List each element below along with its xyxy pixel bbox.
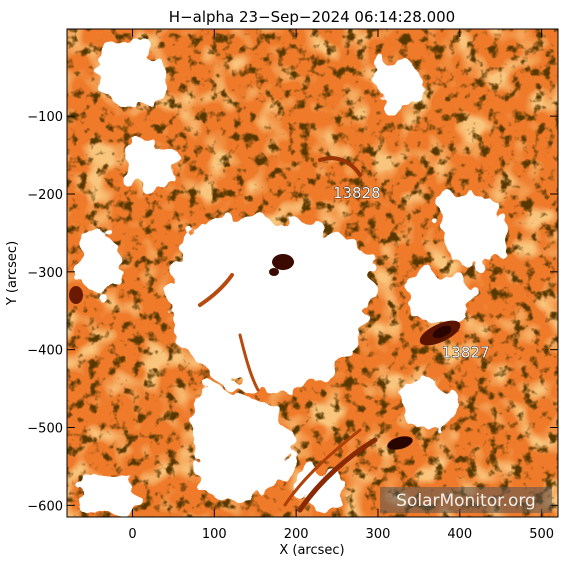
x-tick-label: 0 <box>128 527 136 542</box>
y-tick-label: −300 <box>27 266 63 281</box>
filament-5 <box>318 156 362 177</box>
x-tick-label: 500 <box>529 527 554 542</box>
y-tick-label: −400 <box>27 344 63 359</box>
lower-right-plage <box>404 379 456 428</box>
figure-title: H−alpha 23−Sep−2024 06:14:28.000 <box>169 8 455 26</box>
sunspot-13828-b <box>269 268 279 276</box>
y-tick-label: −600 <box>27 499 63 514</box>
right-band-plage <box>375 59 426 110</box>
sunspots <box>69 254 461 450</box>
y-tick-label: −200 <box>27 188 63 203</box>
filament-1 <box>297 437 378 513</box>
y-axis: −100 −200 −300 −400 −500 −600 <box>27 110 558 514</box>
region-labels: 13828 13827 <box>333 183 490 361</box>
x-axis-label: X (arcsec) <box>279 543 344 558</box>
filaments <box>198 156 378 513</box>
sunspot-13827-core <box>432 325 452 339</box>
upper-plage <box>98 40 166 109</box>
sunspot-left <box>69 286 83 304</box>
y-tick-label: −500 <box>27 421 63 436</box>
right-lower-plage <box>407 269 472 326</box>
watermark-background <box>380 487 552 513</box>
filament-3 <box>198 273 234 307</box>
image-area <box>67 29 558 517</box>
x-tick-label: 400 <box>447 527 472 542</box>
x-tick-label: 200 <box>284 527 309 542</box>
filament-2 <box>283 428 362 507</box>
active-region-label: 13827 <box>442 343 490 361</box>
sunspot-lower <box>387 436 413 450</box>
y-tick-label: −100 <box>27 110 63 125</box>
x-tick-label: 300 <box>366 527 391 542</box>
x-axis: 0 100 200 300 400 500 <box>128 29 554 542</box>
y-axis-label: Y (arcsec) <box>5 241 20 306</box>
plot-frame <box>66 28 559 518</box>
active-region-label: 13828 <box>333 184 381 202</box>
lower-plage <box>192 380 294 502</box>
watermark: SolarMonitor.org <box>396 491 536 511</box>
plage-regions <box>77 40 506 515</box>
sunspot-13828 <box>272 254 294 270</box>
central-plage <box>169 216 374 390</box>
x-tick-label: 100 <box>202 527 227 542</box>
left-plage <box>79 229 121 299</box>
filament-4 <box>238 333 260 392</box>
right-plage <box>436 189 506 269</box>
mid-left-plage <box>124 139 176 190</box>
bottom-left-plage <box>77 476 140 515</box>
